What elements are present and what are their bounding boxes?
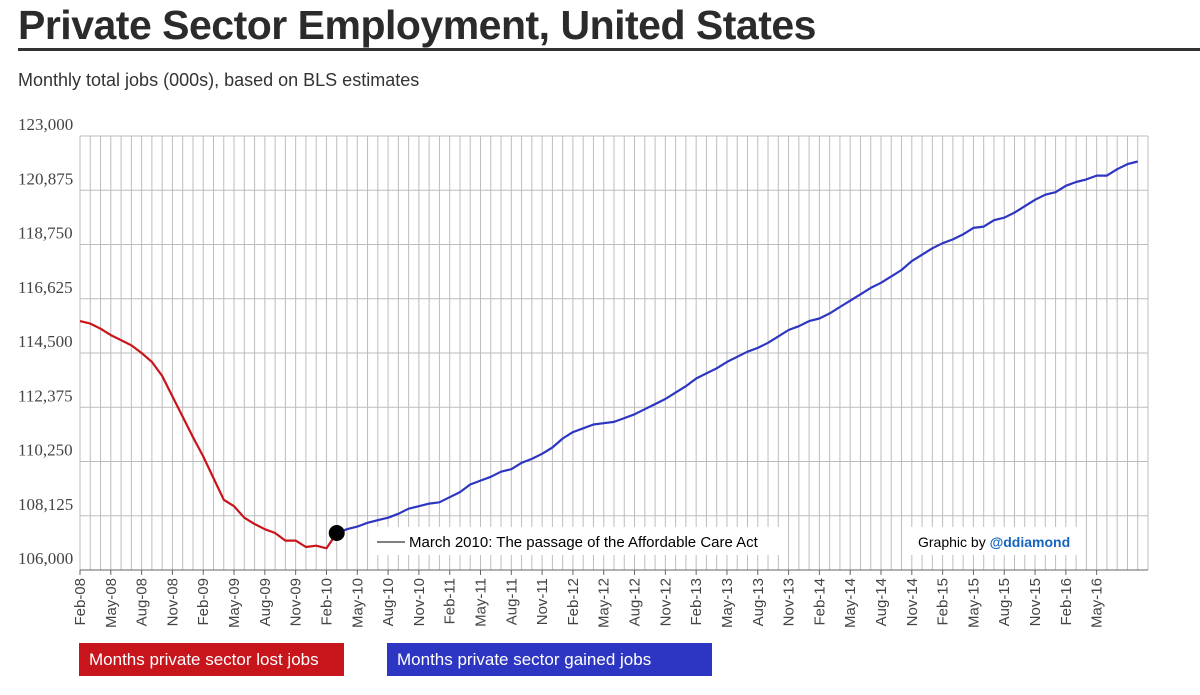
x-tick-label: Feb-11 — [442, 578, 459, 624]
x-tick-label: Feb-15 — [935, 578, 952, 626]
x-tick-label: Aug-08 — [134, 578, 151, 626]
x-tick-label: Nov-13 — [781, 578, 798, 626]
x-tick-label: Aug-13 — [750, 578, 767, 626]
y-tick-label: 120,875 — [18, 169, 73, 188]
y-tick-label: 123,000 — [18, 115, 73, 134]
x-tick-label: Nov-10 — [411, 578, 428, 626]
y-tick-label: 110,250 — [18, 441, 73, 460]
x-tick-label: Feb-14 — [811, 578, 828, 626]
x-tick-label: Nov-15 — [1027, 578, 1044, 626]
y-tick-label: 116,625 — [18, 278, 73, 297]
y-axis: 106,000 108,125 110,250 112,375 114,500 116,6… — [18, 115, 73, 568]
series — [79, 160, 1138, 550]
x-tick-label: May-12 — [596, 578, 613, 628]
line-chart: 106,000 108,125 110,250 112,375 114,500 116,6… — [18, 115, 1149, 628]
x-tick-label: Feb-16 — [1058, 578, 1075, 626]
x-tick-label: Feb-12 — [565, 578, 582, 626]
x-tick-label: Aug-10 — [380, 578, 397, 626]
legend-gained-jobs: Months private sector gained jobs — [387, 643, 712, 676]
x-tick-label: Aug-12 — [627, 578, 644, 626]
y-tick-label: 114,500 — [18, 332, 73, 351]
title-divider — [18, 48, 1200, 51]
x-tick-label: Aug-11 — [503, 578, 520, 625]
x-tick-label: Nov-11 — [534, 578, 551, 625]
series-line-lost-jobs — [79, 320, 338, 550]
chart-title: Private Sector Employment, United States — [18, 2, 816, 48]
x-tick-label: Aug-09 — [257, 578, 274, 626]
x-tick-label: Nov-09 — [288, 578, 305, 626]
x-tick-label: Feb-13 — [688, 578, 705, 626]
aca-marker-dot — [328, 524, 345, 541]
x-tick-label: May-15 — [965, 578, 982, 628]
credit-background — [910, 527, 1080, 555]
x-tick-label: May-09 — [226, 578, 243, 628]
annotation-background — [372, 527, 782, 555]
x-tick-label: May-16 — [1089, 578, 1106, 628]
grid — [79, 135, 1149, 571]
y-tick-label: 106,000 — [18, 549, 73, 568]
y-tick-label: 112,375 — [18, 386, 73, 405]
x-tick-label: May-08 — [103, 578, 120, 628]
x-tick-label: May-14 — [842, 578, 859, 628]
y-tick-label: 108,125 — [18, 495, 73, 514]
credit-prefix: Graphic by — [918, 534, 990, 550]
annotation-text: March 2010: The passage of the Affordabl… — [409, 534, 759, 551]
annotation-group: March 2010: The passage of the Affordabl… — [372, 527, 1080, 555]
x-tick-label: May-13 — [719, 578, 736, 628]
x-tick-label: Nov-14 — [904, 578, 921, 626]
credit-handle: @ddiamond — [990, 534, 1071, 550]
x-tick-label: Nov-08 — [164, 578, 181, 626]
x-tick-label: Feb-08 — [72, 578, 89, 626]
x-tick-label: Aug-14 — [873, 578, 890, 626]
x-tick-label: Feb-10 — [318, 578, 335, 626]
x-axis: Feb-08 May-08 Aug-08 Nov-08 Feb-09 May-09 Aug-… — [72, 569, 1148, 628]
y-tick-label: 118,750 — [18, 224, 73, 243]
chart-subtitle: Monthly total jobs (000s), based on BLS … — [18, 70, 420, 90]
series-line-gained-jobs — [336, 160, 1138, 535]
x-tick-label: May-11 — [473, 578, 490, 627]
x-tick-label: Feb-09 — [195, 578, 212, 626]
credit: Graphic by @ddiamond — [918, 534, 1070, 550]
x-tick-label: May-10 — [349, 578, 366, 628]
x-tick-label: Nov-12 — [657, 578, 674, 626]
legend-lost-jobs: Months private sector lost jobs — [79, 643, 344, 676]
x-tick-label: Aug-15 — [996, 578, 1013, 626]
